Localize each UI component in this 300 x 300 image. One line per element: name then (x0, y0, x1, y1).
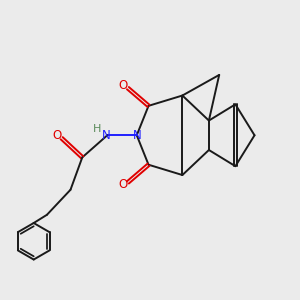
Text: O: O (118, 79, 127, 92)
Text: O: O (118, 178, 127, 191)
Text: N: N (101, 129, 110, 142)
Text: O: O (52, 129, 62, 142)
Text: H: H (93, 124, 101, 134)
Text: N: N (132, 129, 141, 142)
